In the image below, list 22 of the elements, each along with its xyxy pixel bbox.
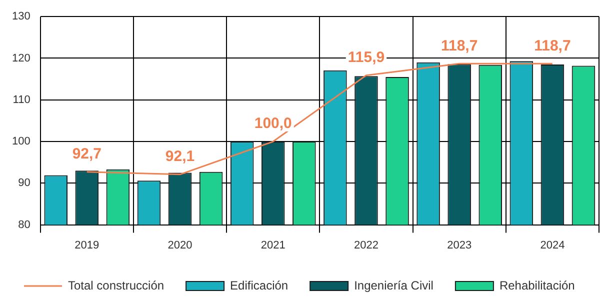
legend-label: Total construcción (68, 278, 164, 292)
y-tick-label: 90 (18, 177, 30, 190)
data-label: 92,7 (72, 146, 102, 163)
x-tick-label: 2021 (260, 239, 286, 252)
data-label: 100,0 (254, 115, 292, 132)
data-label: 118,7 (440, 37, 478, 54)
x-tick-label: 2019 (74, 239, 100, 252)
y-tick-label: 110 (12, 94, 30, 106)
legend-label: Rehabilitación (499, 278, 575, 292)
data-label: 115,9 (348, 48, 385, 66)
y-tick-label: 130 (12, 10, 30, 23)
data-label: 92,1 (165, 148, 195, 166)
y-tick-label: 120 (12, 52, 30, 64)
y-tick-label: 80 (18, 218, 30, 231)
x-tick-label: 2023 (447, 239, 472, 252)
x-tick-label: 2022 (354, 239, 378, 252)
data-label: 118,7 (534, 37, 571, 54)
x-tick-label: 2020 (168, 239, 192, 252)
legend-label: Edificación (230, 278, 288, 292)
x-tick-label: 2024 (540, 239, 565, 252)
y-tick-label: 100 (12, 136, 30, 148)
legend-label: Ingeniería Civil (354, 278, 434, 292)
